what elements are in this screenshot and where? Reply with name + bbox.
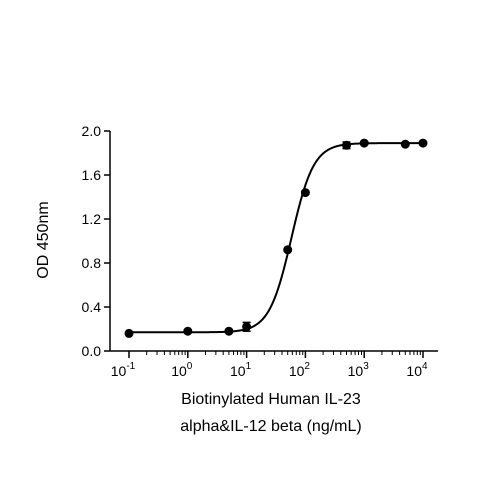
y-axis-title: OD 450nm [35,201,52,278]
x-tick-label: 104 [406,361,428,379]
data-points [124,138,428,338]
x-tick-label: 102 [289,361,311,379]
data-point [418,138,428,148]
x-tick-label: 10-1 [111,361,136,379]
y-tick-label: 2.0 [82,123,102,139]
data-point [359,138,369,148]
data-point [183,326,193,336]
y-tick-label: 0.4 [82,299,102,315]
error-bars [125,141,427,336]
y-tick-label: 0.8 [82,255,102,271]
data-point [124,328,134,338]
x-ticks: 10-1 100 101 102 103 104 [111,351,428,379]
data-point [341,140,351,150]
x-tick-label: 101 [230,361,252,379]
x-tick-label: 100 [171,361,193,379]
y-tick-label: 0.0 [82,343,102,359]
x-tick-label: 103 [348,361,370,379]
y-ticks: 0.0 0.4 0.8 1.2 1.6 2.0 [82,123,110,359]
data-point [242,322,252,332]
data-point [400,139,410,149]
data-point [283,245,293,255]
data-point [300,188,310,198]
data-point [224,326,234,336]
x-axis-title-line-1: Biotinylated Human IL-23 [181,391,361,408]
fit-curve [129,142,423,334]
x-axis-title-line-2: alpha&IL-12 beta (ng/mL) [180,418,361,435]
y-tick-label: 1.2 [82,211,102,227]
y-tick-label: 1.6 [82,167,102,183]
axes [109,131,438,352]
